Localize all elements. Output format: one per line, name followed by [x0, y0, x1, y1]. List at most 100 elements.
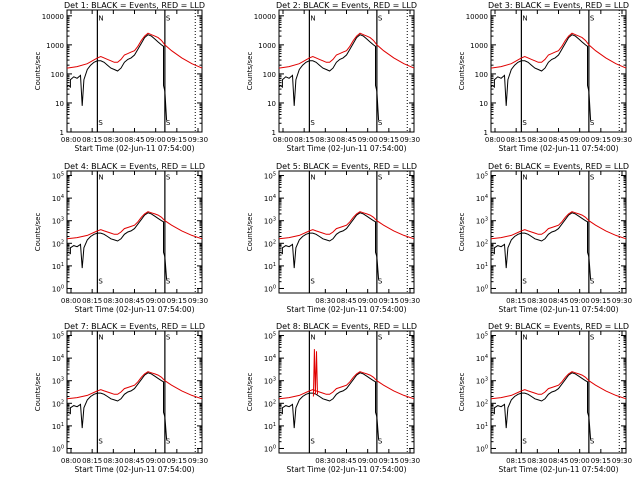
x-tick-label: 08:30 — [315, 297, 335, 305]
marker-label: S — [590, 278, 595, 286]
lld-series-line — [490, 371, 627, 400]
y-tick-label: 100 — [51, 71, 64, 79]
x-tick-label: 09:15 — [167, 297, 187, 305]
marker-label: S — [166, 14, 171, 22]
marker-label: S — [590, 119, 595, 127]
y-tick-label: 104 — [476, 194, 488, 203]
plot-frame — [278, 330, 415, 454]
y-tick-label: 101 — [476, 262, 488, 271]
marker-label: S — [590, 14, 595, 22]
marker-label: S — [522, 438, 527, 446]
y-tick-label: 100 — [264, 444, 276, 453]
x-tick-label: 08:30 — [315, 457, 335, 465]
marker-label: S — [166, 174, 171, 182]
marker-label: S — [378, 438, 383, 446]
marker-label: S — [378, 119, 383, 127]
y-tick-label: 100 — [475, 71, 488, 79]
x-tick-label: 09:00 — [570, 297, 590, 305]
marker-label: S — [166, 119, 171, 127]
marker-label: S — [590, 438, 595, 446]
x-tick-label: 08:45 — [548, 136, 568, 144]
x-tick-label: 09:00 — [358, 297, 378, 305]
x-tick-label: 08:15 — [82, 457, 102, 465]
x-tick-label: 08:45 — [336, 297, 356, 305]
x-tick-label: 09:15 — [379, 457, 399, 465]
x-tick-label: 09:00 — [146, 297, 166, 305]
lld-series-line — [66, 211, 203, 240]
panel-det-1: Det 1: BLACK = Events, RED = LLD 1 10 100 10… — [34, 1, 208, 153]
x-tick-label: 09:30 — [400, 136, 420, 144]
lld-series-line — [278, 211, 415, 240]
x-tick-label: 09:30 — [612, 136, 632, 144]
y-tick-label: 103 — [264, 217, 276, 226]
x-tick-label: 09:30 — [612, 457, 632, 465]
marker-label: S — [98, 119, 103, 127]
events-series-line — [490, 212, 592, 280]
x-tick-label: 08:15 — [82, 136, 102, 144]
marker-label: S — [98, 278, 103, 286]
y-axis-label: Counts/sec — [34, 52, 42, 91]
y-tick-label: 103 — [52, 377, 64, 386]
y-tick-label: 101 — [52, 422, 64, 431]
panel-det-3: Det 3: BLACK = Events, RED = LLD 1 10 100 10… — [458, 1, 632, 153]
panel-title: Det 8: BLACK = Events, RED = LLD — [276, 322, 417, 331]
marker-label: N — [310, 14, 315, 22]
panel-title: Det 3: BLACK = Events, RED = LLD — [488, 1, 629, 10]
lld-series-line — [66, 371, 203, 400]
marker-label: S — [166, 334, 171, 342]
y-tick-label: 105 — [264, 172, 276, 181]
x-tick-label: 09:15 — [379, 136, 399, 144]
panel-title: Det 7: BLACK = Events, RED = LLD — [64, 322, 205, 331]
y-tick-label: 104 — [264, 354, 276, 363]
marker-label: S — [166, 278, 171, 286]
y-axis-label: Counts/sec — [34, 373, 42, 412]
panel-det-7: Det 7: BLACK = Events, RED = LLD 100 101 10… — [34, 322, 208, 474]
x-tick-label: 08:45 — [124, 136, 144, 144]
marker-label: N — [98, 14, 103, 22]
x-tick-label: 08:30 — [527, 297, 547, 305]
marker-label: S — [590, 334, 595, 342]
y-tick-label: 101 — [476, 422, 488, 431]
panel-det-8: Det 8: BLACK = Events, RED = LLD 100 101 10… — [246, 322, 420, 474]
events-series-line — [66, 372, 168, 440]
y-tick-label: 102 — [476, 399, 488, 408]
marker-label: S — [378, 174, 383, 182]
x-tick-label: 09:15 — [167, 136, 187, 144]
x-axis-label: Start Time (02-Jun-11 07:54:00) — [75, 305, 195, 314]
x-tick-label: 08:30 — [103, 297, 123, 305]
marker-label: S — [310, 119, 315, 127]
y-tick-label: 103 — [476, 217, 488, 226]
marker-label: S — [166, 438, 171, 446]
x-tick-label: 09:30 — [188, 457, 208, 465]
y-tick-label: 10 — [267, 100, 276, 108]
x-tick-label: 08:45 — [336, 457, 356, 465]
y-tick-label: 100 — [476, 444, 488, 453]
x-tick-label: 08:45 — [124, 297, 144, 305]
x-tick-label: 09:15 — [591, 457, 611, 465]
y-tick-label: 105 — [52, 332, 64, 341]
y-tick-label: 104 — [52, 194, 64, 203]
y-tick-label: 100 — [476, 284, 488, 293]
y-tick-label: 104 — [264, 194, 276, 203]
y-axis-label: Counts/sec — [458, 52, 466, 91]
y-tick-label: 103 — [264, 377, 276, 386]
plot-frame — [278, 170, 415, 294]
x-axis-label: Start Time (02-Jun-11 07:54:00) — [287, 144, 407, 153]
x-tick-label: 08:15 — [294, 136, 314, 144]
x-tick-label: 09:00 — [146, 136, 166, 144]
events-series-line — [278, 34, 380, 121]
panel-det-6: Det 6: BLACK = Events, RED = LLD 100 101 10… — [458, 162, 632, 314]
marker-label: N — [98, 334, 103, 342]
panel-det-4: Det 4: BLACK = Events, RED = LLD 100 101 10… — [34, 162, 208, 314]
x-tick-label: 09:00 — [358, 457, 378, 465]
events-series-line — [490, 34, 592, 121]
x-tick-label: 08:45 — [124, 457, 144, 465]
y-axis-label: Counts/sec — [458, 373, 466, 412]
x-tick-label: 08:00 — [61, 297, 81, 305]
y-tick-label: 102 — [52, 239, 64, 248]
y-tick-label: 100 — [52, 284, 64, 293]
x-tick-label: 09:00 — [146, 457, 166, 465]
marker-label: N — [522, 174, 527, 182]
x-tick-label: 09:15 — [167, 457, 187, 465]
